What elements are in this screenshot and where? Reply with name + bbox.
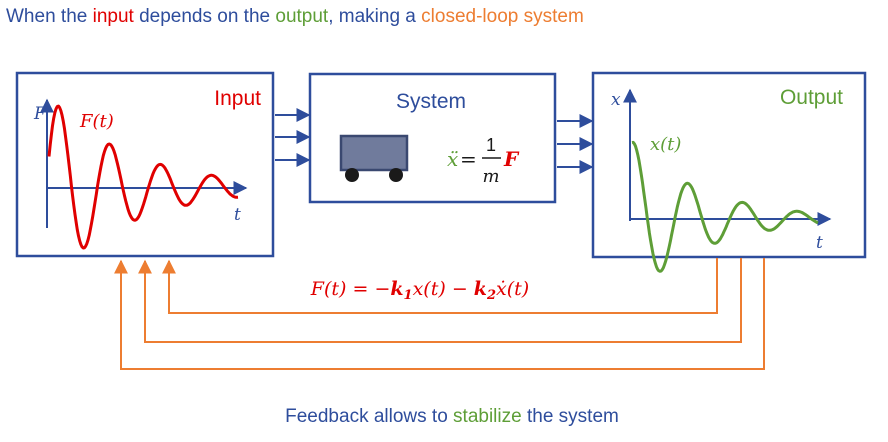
input-box: Input F t F(t) bbox=[15, 71, 275, 258]
input-axis-y-label: F bbox=[33, 104, 47, 124]
caption: Feedback allows to stabilize the system bbox=[285, 406, 619, 427]
output-box: Output x t x(t) bbox=[591, 71, 867, 273]
output-label: Output bbox=[780, 86, 843, 109]
equation-lhs: ẍ bbox=[447, 147, 458, 171]
output-axis-x-label: t bbox=[816, 233, 823, 253]
output-signal-curve bbox=[631, 140, 819, 273]
page-title: When the input depends on the output, ma… bbox=[6, 6, 584, 27]
equation-equals: = bbox=[460, 147, 477, 171]
cart-icon bbox=[339, 134, 409, 182]
feedback-line bbox=[114, 258, 765, 370]
output-axis-y-label: x bbox=[611, 90, 621, 110]
input-to-system-arrows bbox=[275, 108, 311, 167]
feedback-line bbox=[162, 258, 718, 314]
input-curve-label: F(t) bbox=[79, 111, 114, 132]
input-axis-x-label: t bbox=[234, 205, 241, 225]
system-equation: ẍ = 1 m F bbox=[447, 135, 520, 187]
output-curve-label: x(t) bbox=[650, 134, 681, 155]
feedback-law: F(t) = −k1x(t) − k2ẋ(t) bbox=[310, 278, 529, 303]
equation-force: F bbox=[503, 147, 520, 171]
feedback-line bbox=[138, 258, 742, 343]
system-to-output-arrows bbox=[557, 114, 594, 174]
equation-denominator: m bbox=[482, 166, 499, 187]
system-label: System bbox=[396, 90, 466, 113]
input-signal-curve bbox=[47, 104, 239, 250]
equation-numerator: 1 bbox=[486, 135, 496, 155]
system-box: System ẍ = 1 m F bbox=[308, 72, 557, 204]
feedback-loops bbox=[114, 258, 765, 370]
input-label: Input bbox=[214, 87, 261, 110]
